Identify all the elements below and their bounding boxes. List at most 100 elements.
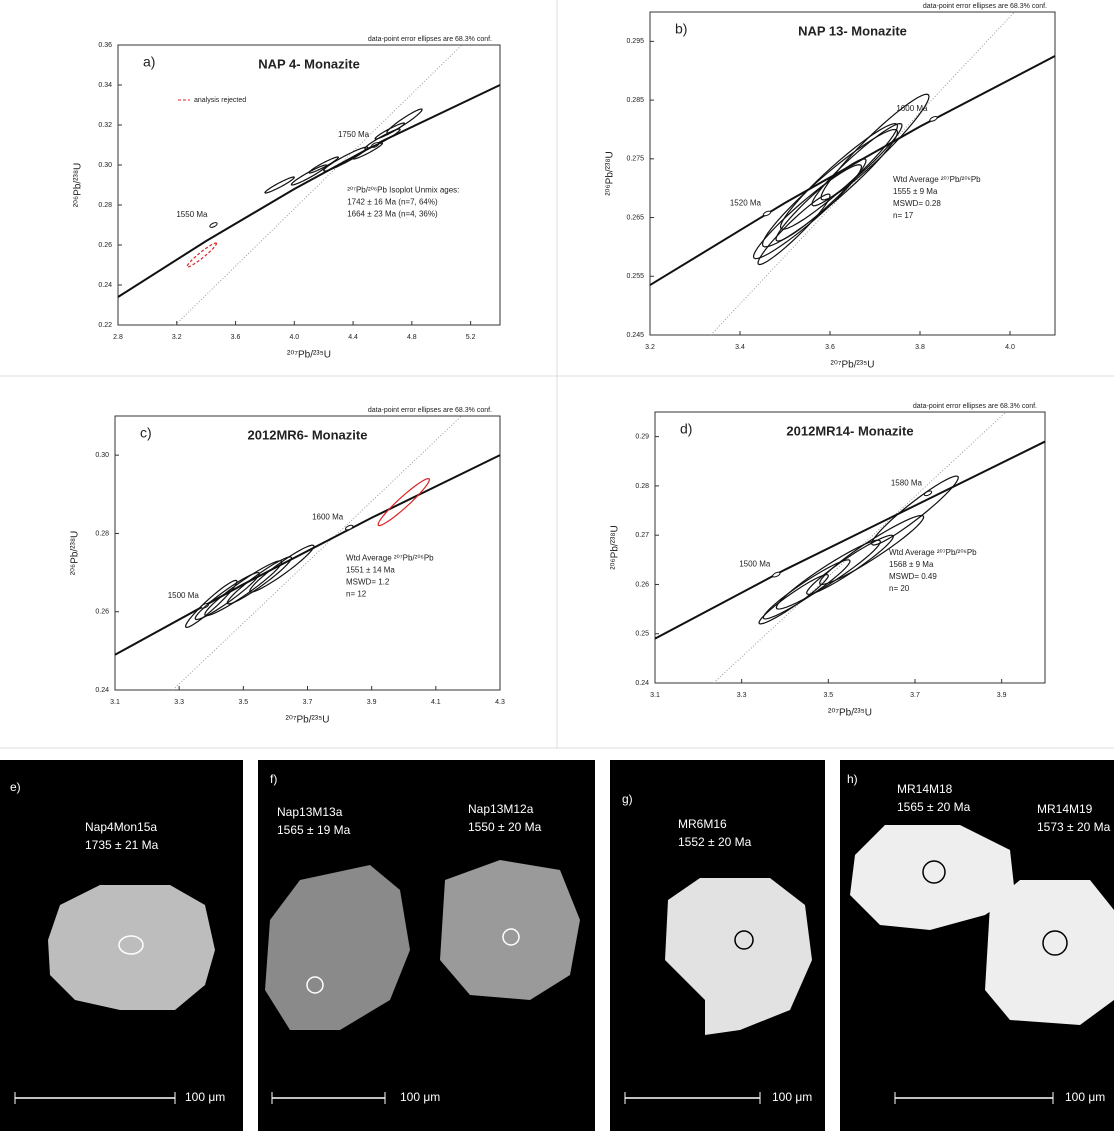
x-axis-label: ²⁰⁷Pb/²³⁵U xyxy=(287,350,331,361)
scale-label: 100 μm xyxy=(772,1090,812,1104)
x-tick-label: 3.1 xyxy=(110,699,120,706)
y-tick-label: 0.24 xyxy=(95,687,109,694)
annotation: n= 20 xyxy=(889,584,910,593)
x-tick-label: 4.0 xyxy=(289,334,299,341)
grain xyxy=(985,880,1114,1025)
x-tick-label: 4.4 xyxy=(348,334,358,341)
y-tick-label: 0.245 xyxy=(626,332,644,339)
annotation: Wtd Average ²⁰⁷Pb/²⁰⁶Pb xyxy=(893,175,981,184)
y-axis-label: ²⁰⁶Pb/²³⁸U xyxy=(605,151,616,196)
x-tick-label: 3.9 xyxy=(997,692,1007,699)
y-tick-label: 0.255 xyxy=(626,273,644,280)
x-tick-label: 3.4 xyxy=(735,344,745,351)
x-tick-label: 4.1 xyxy=(431,699,441,706)
panel-label: b) xyxy=(675,21,687,37)
annotation: MSWD= 1.2 xyxy=(346,578,390,587)
age-label: 1600 Ma xyxy=(312,513,344,522)
x-tick-label: 3.3 xyxy=(174,699,184,706)
x-tick-label: 3.7 xyxy=(303,699,313,706)
scale-label: 100 μm xyxy=(185,1090,225,1104)
grain xyxy=(440,860,580,1000)
chart-title: NAP 4- Monazite xyxy=(258,56,360,71)
y-tick-label: 0.24 xyxy=(635,680,649,687)
age-label: 1750 Ma xyxy=(338,130,370,139)
grain xyxy=(48,885,215,1010)
panel-label: d) xyxy=(680,421,692,437)
annotation: ²⁰⁷Pb/²⁰⁶Pb Isoplot Unmix ages: xyxy=(347,186,459,195)
annotation: Wtd Average ²⁰⁷Pb/²⁰⁶Pb xyxy=(889,548,977,557)
y-tick-label: 0.28 xyxy=(98,202,112,209)
y-tick-label: 0.27 xyxy=(635,532,649,539)
y-tick-label: 0.295 xyxy=(626,38,644,45)
y-tick-label: 0.34 xyxy=(98,82,112,89)
note: data-point error ellipses are 68.3% conf… xyxy=(923,3,1047,10)
x-tick-label: 2.8 xyxy=(113,334,123,341)
y-tick-label: 0.28 xyxy=(635,483,649,490)
grain-name: MR14M19 xyxy=(1037,802,1093,816)
grain-age: 1565 ± 20 Ma xyxy=(897,800,971,814)
grain-age: 1550 ± 20 Ma xyxy=(468,820,542,834)
y-tick-label: 0.29 xyxy=(635,433,649,440)
y-tick-label: 0.285 xyxy=(626,97,644,104)
x-tick-label: 4.8 xyxy=(407,334,417,341)
age-label: 1500 Ma xyxy=(739,560,771,569)
y-tick-label: 0.30 xyxy=(98,162,112,169)
image-label: e) xyxy=(10,780,21,794)
x-tick-label: 3.3 xyxy=(737,692,747,699)
y-tick-label: 0.265 xyxy=(626,214,644,221)
y-tick-label: 0.36 xyxy=(98,42,112,49)
panel-label: a) xyxy=(143,54,155,70)
x-tick-label: 3.7 xyxy=(910,692,920,699)
annotation: 1664 ± 23 Ma (n=4, 36%) xyxy=(347,210,438,219)
y-tick-label: 0.22 xyxy=(98,322,112,329)
grain-name: Nap4Mon15a xyxy=(85,820,157,834)
age-label: 1520 Ma xyxy=(730,199,762,208)
annotation: 1555 ± 9 Ma xyxy=(893,187,938,196)
note: data-point error ellipses are 68.3% conf… xyxy=(368,407,492,414)
x-tick-label: 3.2 xyxy=(172,334,182,341)
grain-name: MR6M16 xyxy=(678,817,727,831)
image-label: f) xyxy=(270,772,277,786)
chart-title: NAP 13- Monazite xyxy=(798,23,907,38)
y-tick-label: 0.275 xyxy=(626,156,644,163)
legend-label: analysis rejected xyxy=(194,97,246,104)
y-tick-label: 0.28 xyxy=(95,530,109,537)
x-tick-label: 4.3 xyxy=(495,699,505,706)
x-tick-label: 3.6 xyxy=(231,334,241,341)
y-tick-label: 0.26 xyxy=(635,581,649,588)
y-tick-label: 0.32 xyxy=(98,122,112,129)
scale-label: 100 μm xyxy=(400,1090,440,1104)
scale-label: 100 μm xyxy=(1065,1090,1105,1104)
note: data-point error ellipses are 68.3% conf… xyxy=(913,403,1037,410)
grain-age: 1573 ± 20 Ma xyxy=(1037,820,1111,834)
x-tick-label: 3.8 xyxy=(915,344,925,351)
panel-label: c) xyxy=(140,425,152,441)
annotation: n= 17 xyxy=(893,211,914,220)
annotation: MSWD= 0.28 xyxy=(893,199,941,208)
x-tick-label: 3.5 xyxy=(823,692,833,699)
annotation: 1551 ± 14 Ma xyxy=(346,566,395,575)
y-tick-label: 0.26 xyxy=(95,609,109,616)
y-tick-label: 0.24 xyxy=(98,282,112,289)
age-label: 1500 Ma xyxy=(168,591,200,600)
image-label: h) xyxy=(847,772,858,786)
chart-title: 2012MR14- Monazite xyxy=(786,423,913,438)
annotation: 1568 ± 9 Ma xyxy=(889,560,934,569)
x-axis-label: ²⁰⁷Pb/²³⁵U xyxy=(831,360,875,371)
y-axis-label: ²⁰⁶Pb/²³⁸U xyxy=(73,163,84,208)
age-label: 1580 Ma xyxy=(891,478,923,487)
x-tick-label: 4.0 xyxy=(1005,344,1015,351)
x-tick-label: 3.5 xyxy=(238,699,248,706)
annotation: Wtd Average ²⁰⁷Pb/²⁰⁶Pb xyxy=(346,554,434,563)
grain-name: MR14M18 xyxy=(897,782,953,796)
y-tick-label: 0.26 xyxy=(98,242,112,249)
x-tick-label: 3.6 xyxy=(825,344,835,351)
grain-name: Nap13M13a xyxy=(277,805,343,819)
chart-title: 2012MR6- Monazite xyxy=(248,427,368,442)
annotation: MSWD= 0.49 xyxy=(889,572,937,581)
x-tick-label: 3.1 xyxy=(650,692,660,699)
y-tick-label: 0.25 xyxy=(635,631,649,638)
grain-name: Nap13M12a xyxy=(468,802,534,816)
grain-age: 1552 ± 20 Ma xyxy=(678,835,752,849)
note: data-point error ellipses are 68.3% conf… xyxy=(368,36,492,43)
